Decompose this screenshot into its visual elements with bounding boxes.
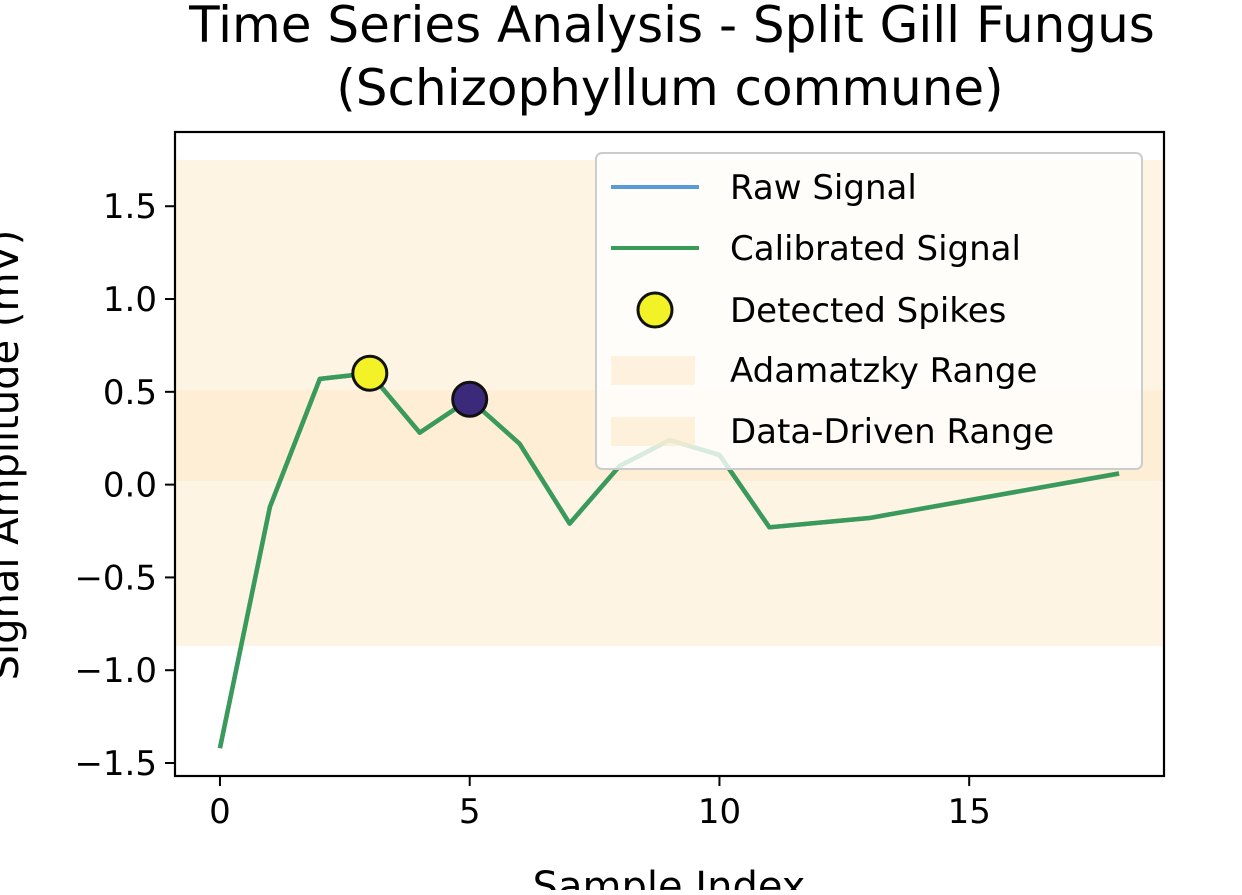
x-axis-label: Sample Index	[533, 864, 806, 890]
y-tick-label: −1.5	[74, 744, 157, 784]
y-tick-label: 1.5	[103, 187, 157, 227]
spike-marker-1	[351, 354, 389, 392]
y-tick-label: 1.0	[103, 280, 157, 320]
x-tick-label: 10	[698, 792, 741, 832]
legend-detected-spikes-marker	[636, 291, 674, 329]
x-tick-label: 15	[948, 792, 991, 832]
legend-data-driven-range-label: Data-Driven Range	[730, 412, 1054, 452]
y-tick-label: 0.5	[103, 373, 157, 413]
y-axis-label: Signal Amplitude (mV)	[0, 230, 28, 681]
legend-detected-spikes-label: Detected Spikes	[730, 291, 1006, 331]
x-tick-label: 0	[209, 792, 231, 832]
legend-box	[595, 152, 1143, 470]
plot-frame	[173, 130, 1166, 778]
chart-title-line-1: Time Series Analysis - Split Gill Fungus	[188, 0, 1155, 54]
legend-adamatzky-range-swatch	[611, 356, 695, 385]
spike-marker-2	[451, 380, 489, 418]
x-tick-label: 5	[459, 792, 481, 832]
legend-adamatzky-range-label: Adamatzky Range	[730, 351, 1037, 391]
legend-calibrated-signal-label: Calibrated Signal	[730, 229, 1021, 269]
y-tick-label: −0.5	[74, 558, 157, 598]
legend-raw-signal-label: Raw Signal	[730, 168, 917, 208]
series-line-2	[217, 371, 1120, 749]
legend-data-driven-range-swatch	[611, 417, 695, 446]
chart-title-line-2: (Schizophyllum commune)	[336, 59, 1003, 117]
legend: Raw Signal Calibrated Signal Detected Sp…	[595, 152, 1143, 470]
y-tick-label: 0.0	[103, 466, 157, 506]
y-tick-label: −1.0	[74, 651, 157, 691]
